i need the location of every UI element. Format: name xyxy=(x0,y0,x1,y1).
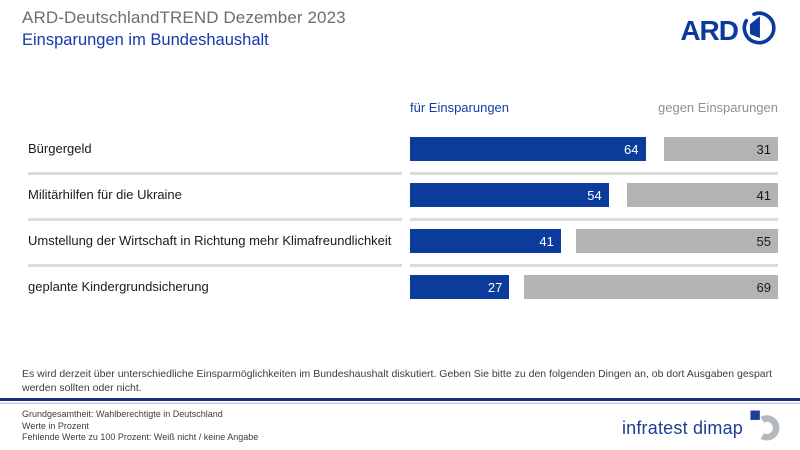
bar-value: 31 xyxy=(756,141,771,157)
bar-track: 54 41 xyxy=(410,183,778,207)
bar-track: 27 69 xyxy=(410,275,778,299)
ard-logo-text: ARD xyxy=(680,14,739,46)
chart-row: Militärhilfen für die Ukraine 54 41 xyxy=(28,172,778,218)
note-values: Werte in Prozent xyxy=(22,420,89,431)
for-bar: 54 xyxy=(410,183,609,207)
bar-value: 41 xyxy=(756,187,771,203)
report-supertitle: ARD-DeutschlandTREND Dezember 2023 xyxy=(22,8,346,27)
bottom-divider-rule xyxy=(0,398,800,405)
infratest-dimap-text: infratest dimap xyxy=(621,418,743,438)
bar-value: 64 xyxy=(624,141,639,157)
note-population: Grundgesamtheit: Wahlberechtigte in Deut… xyxy=(22,409,223,419)
ard-logo: ARD xyxy=(680,9,778,52)
survey-question-footnote: Es wird derzeit über unterschiedliche Ei… xyxy=(22,368,773,394)
for-bar: 64 xyxy=(410,137,646,161)
against-bar: 41 xyxy=(627,183,778,207)
bar-value: 55 xyxy=(756,233,771,249)
bar-value: 27 xyxy=(487,279,503,295)
methodology-notes: Grundgesamtheit: Wahlberechtigte in Deut… xyxy=(22,409,258,444)
page-title: Einsparungen im Bundeshaushalt xyxy=(22,31,269,49)
for-bar: 41 xyxy=(410,229,561,253)
against-bar: 69 xyxy=(524,275,778,299)
chart-row: Bürgergeld 64 31 xyxy=(28,126,778,172)
against-bar: 31 xyxy=(663,137,778,161)
legend-gegen-einsparungen: gegen Einsparungen xyxy=(658,100,778,115)
for-bar: 27 xyxy=(410,275,510,299)
chart-rows: Bürgergeld 64 31 Militärhilfen für die U… xyxy=(28,126,778,310)
bar-value: 54 xyxy=(587,187,602,203)
against-bar: 55 xyxy=(575,229,778,253)
row-label: Bürgergeld xyxy=(28,140,92,156)
row-label: Umstellung der Wirtschaft in Richtung me… xyxy=(28,232,392,248)
bar-track: 64 31 xyxy=(410,137,778,161)
row-label: Militärhilfen für die Ukraine xyxy=(28,186,182,202)
infratest-dimap-logo: infratest dimap xyxy=(622,410,780,447)
note-missing: Fehlende Werte zu 100 Prozent: Weiß nich… xyxy=(22,432,259,443)
legend-for-einsparungen: für Einsparungen xyxy=(410,100,510,115)
chart-row: geplante Kindergrundsicherung 27 69 xyxy=(28,264,778,310)
bar-track: 41 55 xyxy=(410,229,778,253)
bar-chart: für Einsparungen gegen Einsparungen Bürg… xyxy=(28,100,778,310)
bar-value: 69 xyxy=(756,279,771,295)
row-label: geplante Kindergrundsicherung xyxy=(28,278,209,294)
ard-one-circle-icon xyxy=(740,9,778,52)
chart-row: Umstellung der Wirtschaft in Richtung me… xyxy=(28,218,778,264)
series-legend: für Einsparungen gegen Einsparungen xyxy=(28,100,778,126)
bar-value: 41 xyxy=(539,233,554,249)
infratest-dimap-mark-icon xyxy=(750,410,780,447)
